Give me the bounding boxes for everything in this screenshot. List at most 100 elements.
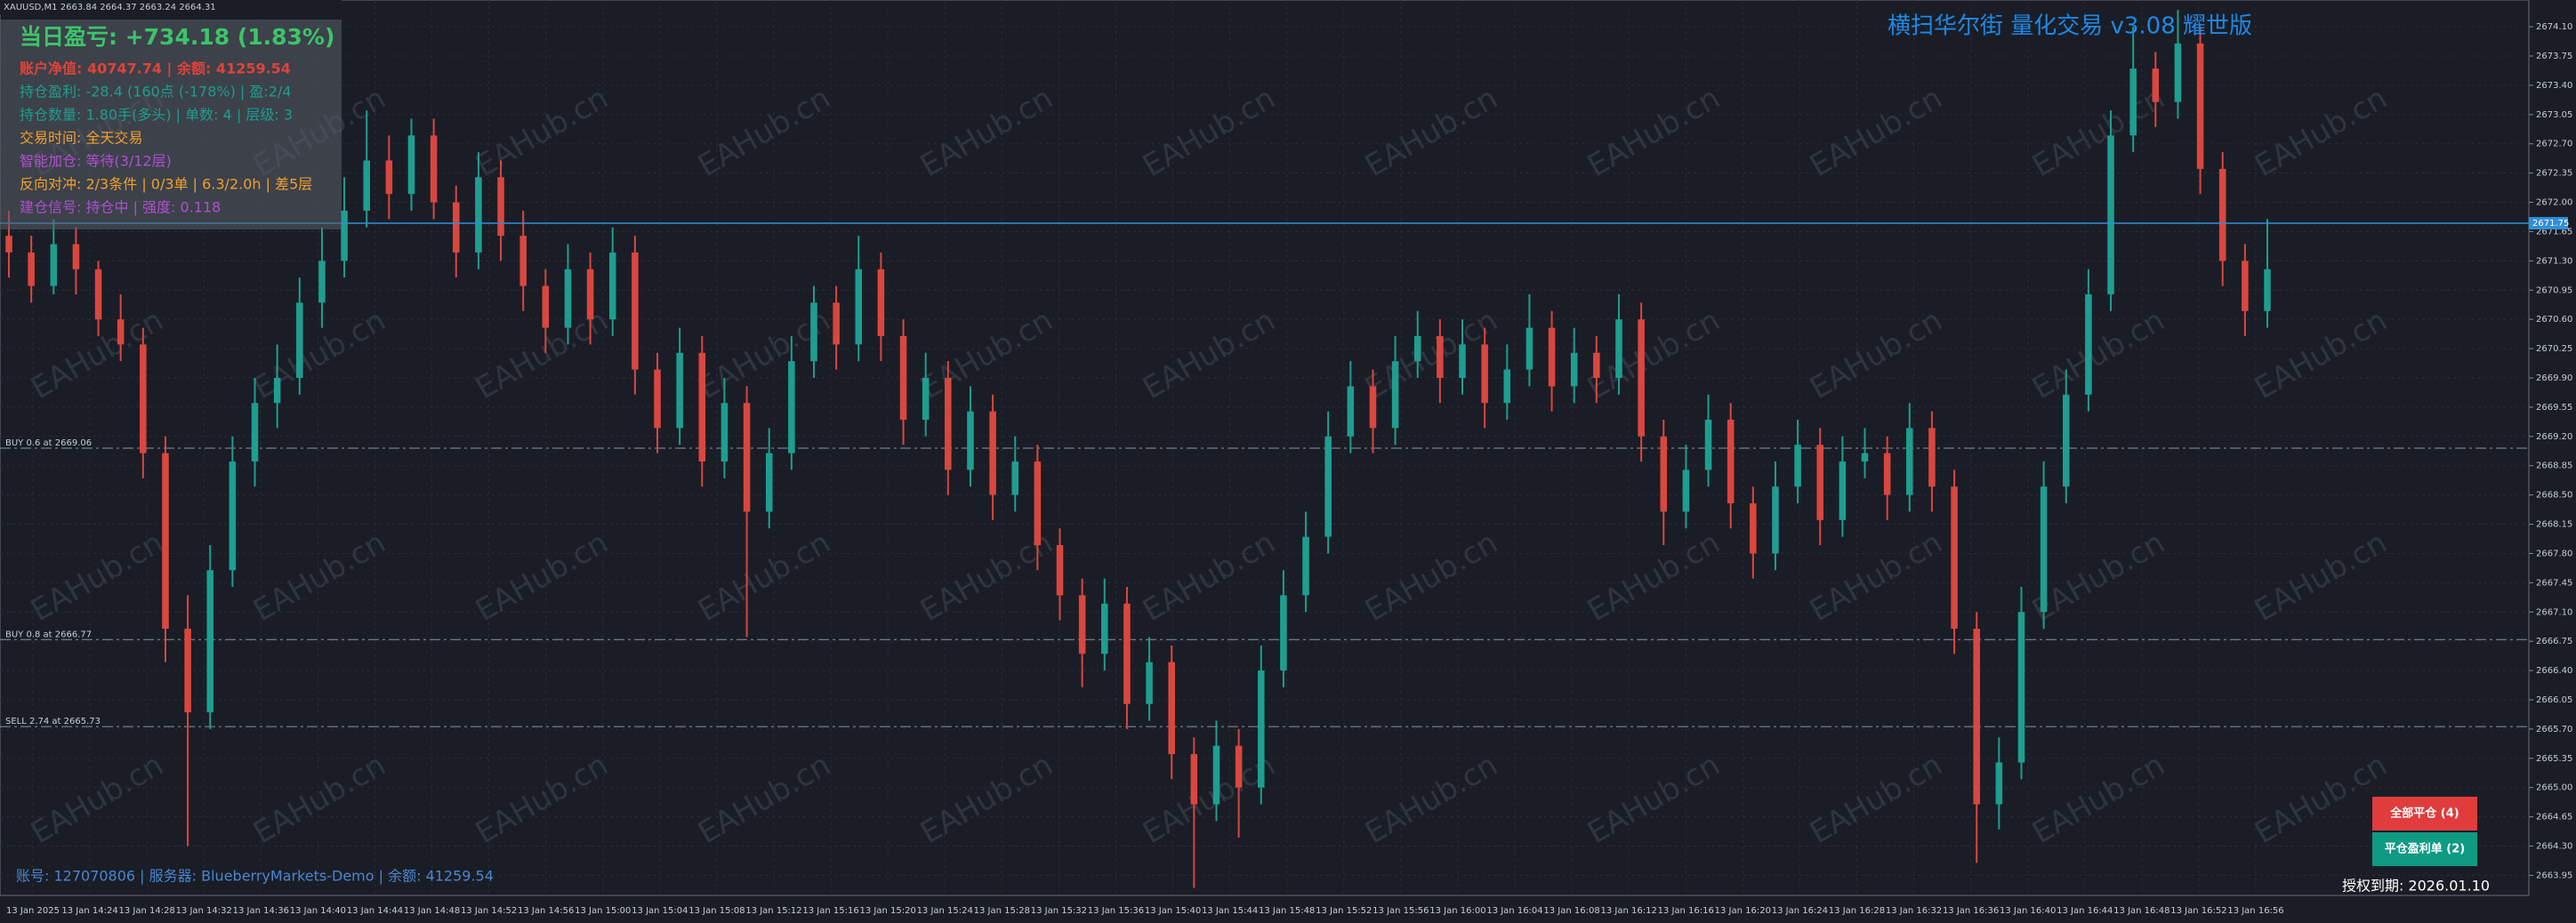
candle-body [318, 261, 326, 303]
candle-body [162, 453, 169, 630]
x-tick-label: 13 Jan 15:48 [1259, 906, 1315, 916]
button-label[interactable]: 平仓盈利单 (2) [2385, 842, 2465, 856]
candle-body [363, 160, 370, 211]
x-tick-label: 13 Jan 16:08 [1543, 906, 1599, 916]
x-tick-label: 13 Jan 15:32 [1031, 906, 1087, 916]
candle-body [1525, 327, 1534, 370]
y-tick-label: 2664.65 [2536, 813, 2572, 823]
candle-body [50, 244, 58, 286]
y-tick-label: 2667.10 [2536, 607, 2572, 617]
account-info: 账号: 127070806 | 服务器: BlueberryMarkets-De… [16, 868, 494, 885]
button-label[interactable]: 全部平仓 (4) [2389, 807, 2459, 821]
candle-body [1861, 453, 1869, 462]
x-tick-label: 13 Jan 15:04 [632, 906, 688, 916]
candle-body [475, 177, 482, 253]
candle-body [1347, 386, 1355, 437]
y-tick-label: 2667.80 [2536, 549, 2572, 558]
candle-body [989, 411, 996, 495]
candle-body [2218, 168, 2226, 261]
y-tick-label: 2664.30 [2536, 842, 2572, 852]
y-tick-label: 2668.15 [2536, 520, 2572, 530]
candle-body [72, 244, 80, 269]
candle-body [1437, 335, 1444, 378]
y-tick-label: 2672.70 [2536, 140, 2572, 149]
candle-body [497, 177, 504, 237]
current-price-tag [2529, 217, 2568, 230]
y-tick-label: 2672.00 [2536, 198, 2572, 208]
y-tick-label: 2668.85 [2536, 462, 2572, 471]
candle-body [1413, 335, 1421, 362]
candle-body [1101, 603, 1108, 654]
panel-line: 当日盈亏: +734.18 (1.83%) [20, 24, 334, 50]
candle-body [117, 319, 125, 345]
panel-line: 智能加仓: 等待(3/12层) [20, 153, 172, 170]
candle-body [698, 352, 706, 462]
expiry-label: 授权到期: 2026.01.10 [2342, 878, 2490, 895]
x-tick-label: 13 Jan 16:40 [2000, 906, 2056, 916]
candle-body [2264, 269, 2271, 311]
y-tick-label: 2670.95 [2536, 285, 2572, 295]
x-tick-label: 13 Jan 15:16 [802, 906, 858, 916]
candle-body [1548, 327, 1556, 387]
y-tick-label: 2666.75 [2536, 637, 2572, 646]
candle-body [1459, 344, 1466, 378]
x-tick-label: 13 Jan 14:24 [61, 906, 117, 916]
candle-body [5, 236, 12, 253]
candle-body [720, 403, 729, 462]
button[interactable] [2372, 797, 2477, 831]
current-price-label: 2671.75 [2532, 219, 2569, 229]
candle-body [1727, 420, 1735, 504]
x-tick-label: 13 Jan 14:28 [118, 906, 174, 916]
y-tick-label: 2669.55 [2536, 403, 2572, 413]
x-tick-label: 13 Jan 16:44 [2057, 906, 2113, 916]
candle-body [765, 453, 773, 512]
candle-body [1146, 662, 1153, 704]
candle-body [1682, 470, 1690, 512]
candle-body [542, 285, 550, 328]
candle-body [1615, 319, 1622, 378]
x-tick-label: 13 Jan 15:28 [974, 906, 1030, 916]
candle-body [1772, 486, 1779, 554]
candle-body [1280, 595, 1287, 671]
y-tick-label: 2666.40 [2536, 666, 2572, 676]
candle-body [140, 344, 147, 453]
candle-body [341, 210, 348, 261]
order-level-label: BUY 0.6 at 2669.06 [5, 438, 92, 448]
y-tick-label: 2670.60 [2536, 315, 2572, 325]
y-tick-label: 2673.75 [2536, 52, 2572, 61]
candle-body [251, 403, 259, 462]
candle-body [1570, 352, 1578, 387]
x-tick-label: 13 Jan 15:08 [688, 906, 745, 916]
candle-body [1503, 369, 1511, 404]
x-tick-label: 13 Jan 16:28 [1829, 906, 1885, 916]
candle-body [1391, 361, 1399, 429]
x-tick-label: 13 Jan 15:40 [1145, 906, 1201, 916]
candle-body [385, 160, 393, 195]
x-tick-label: 13 Jan 15:56 [1373, 906, 1429, 916]
candle-body [2107, 135, 2114, 294]
x-tick-label: 13 Jan 14:32 [176, 906, 232, 916]
candle-body [586, 269, 594, 320]
panel-line: 建仓信号: 持仓中 | 强度: 0.118 [20, 199, 221, 216]
symbol-bg [0, 0, 342, 14]
plot-frame [0, 0, 2530, 896]
candle-body [206, 570, 214, 713]
candle-body [899, 335, 907, 421]
panel-line: 账户净值: 40747.74 | 余额: 41259.54 [20, 60, 291, 78]
candle-body [2196, 43, 2204, 169]
candle-body [654, 369, 661, 429]
candle-body [1704, 420, 1712, 470]
candle-body [1011, 462, 1019, 495]
candle-body [676, 352, 683, 429]
candle-body [1481, 344, 1488, 404]
candle-body [1839, 462, 1847, 520]
x-tick-label: 13 Jan 16:36 [1943, 906, 1999, 916]
y-tick-label: 2666.05 [2536, 695, 2572, 705]
candle-body [608, 252, 616, 320]
button[interactable] [2372, 832, 2477, 866]
candle-body [632, 252, 639, 370]
candle-body [1257, 670, 1265, 788]
order-level-label: SELL 2.74 at 2665.73 [5, 717, 101, 726]
